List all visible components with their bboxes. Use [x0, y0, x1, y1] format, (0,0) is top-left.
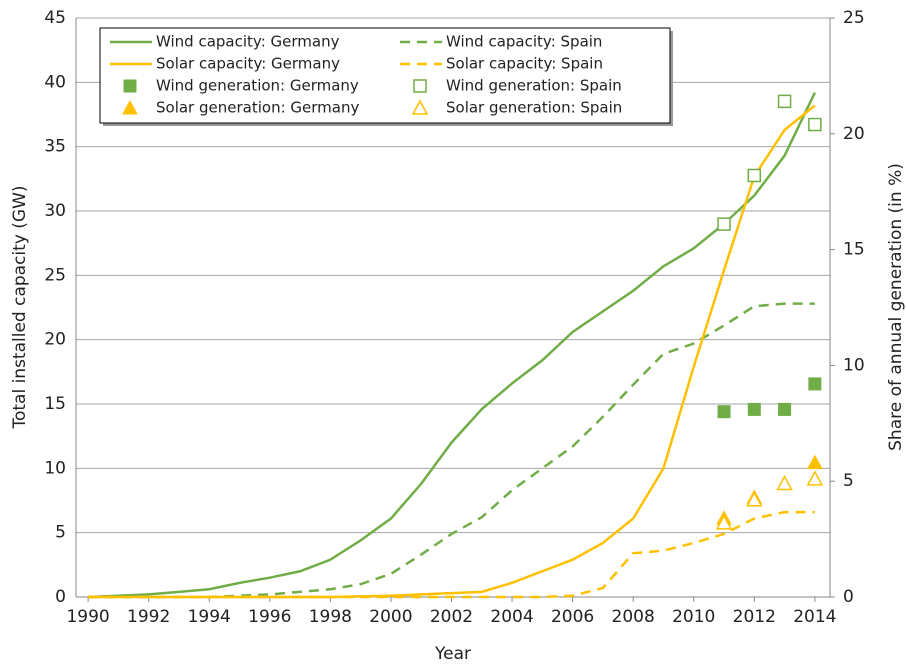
legend-label: Solar capacity: Spain — [446, 55, 603, 73]
data-point — [778, 402, 792, 416]
data-point — [777, 94, 792, 109]
data-line — [88, 510, 815, 599]
data-point — [747, 402, 761, 416]
x-tick-label: 2004 — [490, 607, 533, 627]
x-tick-label: 2000 — [369, 607, 412, 627]
y-tick-label: 0 — [55, 587, 66, 607]
data-point — [717, 405, 731, 419]
data-point — [717, 217, 731, 231]
y2-tick-label: 25 — [843, 8, 865, 28]
y-tick-label: 5 — [55, 523, 66, 543]
legend-label: Solar generation: Spain — [446, 99, 622, 117]
data-point — [808, 117, 822, 132]
y-tick-label: 15 — [44, 394, 66, 414]
y2-tick-label: 5 — [843, 471, 854, 491]
legend-box — [99, 27, 671, 124]
y-tick-label: 20 — [44, 330, 66, 350]
y-axis-title: Total installed capacity (GW) — [10, 185, 30, 429]
x-tick-label: 1994 — [188, 607, 231, 627]
legend-label: Solar capacity: Germany — [156, 55, 340, 73]
x-tick-label: 1996 — [248, 607, 291, 627]
legend-label: Wind capacity: Spain — [446, 33, 602, 51]
x-tick-label: 2006 — [551, 607, 594, 627]
x-tick-label: 2002 — [430, 607, 473, 627]
x-tick-label: 1992 — [127, 607, 170, 627]
y2-tick-label: 15 — [843, 240, 865, 260]
x-tick-label: 2008 — [612, 607, 655, 627]
data-line — [88, 104, 816, 599]
legend-symbol — [411, 99, 429, 115]
data-point — [807, 454, 823, 470]
data-point — [746, 491, 763, 507]
legend-symbol — [413, 79, 427, 93]
y-tick-label: 30 — [44, 201, 66, 221]
data-point — [715, 514, 733, 530]
x-tick-label: 2010 — [672, 607, 715, 627]
legend-label: Wind capacity: Germany — [156, 33, 340, 51]
legend-label: Wind generation: Spain — [446, 77, 622, 95]
y-tick-label: 40 — [44, 72, 66, 92]
y2-tick-label: 10 — [843, 355, 865, 375]
data-line — [88, 92, 816, 599]
y2-tick-label: 20 — [843, 124, 865, 144]
data-line — [88, 302, 815, 599]
data-point — [806, 470, 824, 486]
x-tick-label: 2012 — [733, 607, 776, 627]
y-tick-label: 45 — [44, 8, 66, 28]
legend-symbol — [122, 99, 138, 115]
legend-label: Solar generation: Germany — [156, 99, 359, 117]
y-tick-label: 10 — [44, 458, 66, 478]
x-tick-label: 1990 — [66, 607, 109, 627]
y-tick-label: 35 — [44, 137, 66, 157]
x-tick-label: 2014 — [793, 607, 836, 627]
x-axis-title: Year — [434, 644, 471, 664]
legend-symbol — [123, 79, 137, 93]
x-tick-label: 1998 — [309, 607, 352, 627]
y2-axis-title: Share of annual generation (in %) — [886, 163, 906, 451]
y-tick-label: 25 — [44, 265, 66, 285]
data-point — [747, 168, 762, 183]
legend-label: Wind generation: Germany — [156, 77, 359, 95]
data-point — [808, 377, 822, 391]
y2-tick-label: 0 — [843, 587, 854, 607]
data-point — [776, 474, 793, 491]
